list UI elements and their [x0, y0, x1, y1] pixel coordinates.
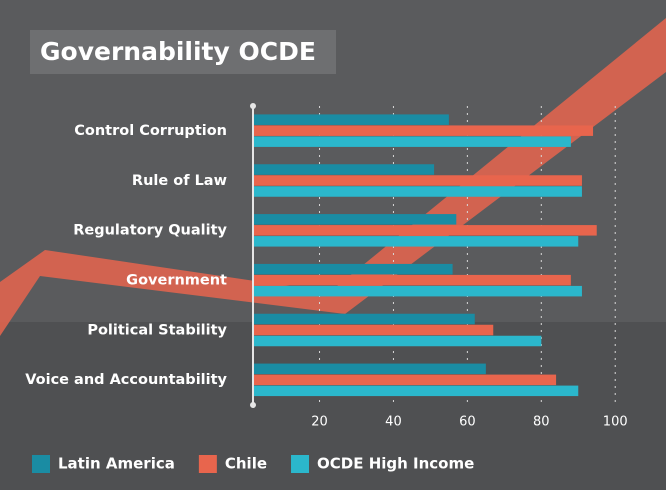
legend-label: OCDE High Income	[317, 455, 474, 473]
bar	[253, 325, 493, 336]
bar	[253, 125, 593, 135]
bar	[253, 264, 453, 275]
axis-dot	[250, 103, 256, 109]
x-tick-label: 40	[385, 415, 402, 430]
bar	[253, 286, 582, 297]
x-tick-label: 20	[311, 415, 328, 430]
y-tick-label: Voice and Accountability	[25, 372, 227, 388]
y-tick-label: Control Corruption	[74, 123, 227, 139]
y-tick-label: Regulatory Quality	[73, 223, 227, 239]
legend-label: Latin America	[58, 455, 175, 473]
legend-swatch	[291, 455, 309, 473]
axis-dot	[250, 402, 256, 408]
page: Governability OCDE 20 40 60 80 100 Control Co…	[0, 0, 666, 490]
x-tick-label: 60	[459, 415, 476, 430]
bar	[253, 375, 556, 386]
bar	[253, 114, 449, 125]
chart-title: Governability OCDE	[40, 37, 316, 66]
y-tick-label: Rule of Law	[132, 173, 227, 189]
bar	[253, 214, 456, 225]
x-tick-label: 80	[533, 415, 550, 430]
bar	[253, 364, 486, 375]
bar	[253, 336, 541, 347]
bar	[253, 314, 475, 325]
x-tick-label: 100	[603, 415, 628, 430]
legend-swatch	[199, 455, 217, 473]
bar	[253, 275, 571, 286]
bar	[253, 164, 434, 175]
bar	[253, 225, 597, 236]
bar	[253, 186, 582, 197]
bar	[253, 136, 571, 147]
y-tick-label: Political Stability	[87, 322, 227, 338]
y-tick-label: Government	[126, 272, 227, 288]
legend-label: Chile	[225, 455, 267, 473]
legend-swatch	[32, 455, 50, 473]
chart: Governability OCDE 20 40 60 80 100 Control Co…	[0, 0, 666, 490]
bar	[253, 386, 578, 397]
bar	[253, 236, 578, 247]
bar	[253, 175, 582, 186]
